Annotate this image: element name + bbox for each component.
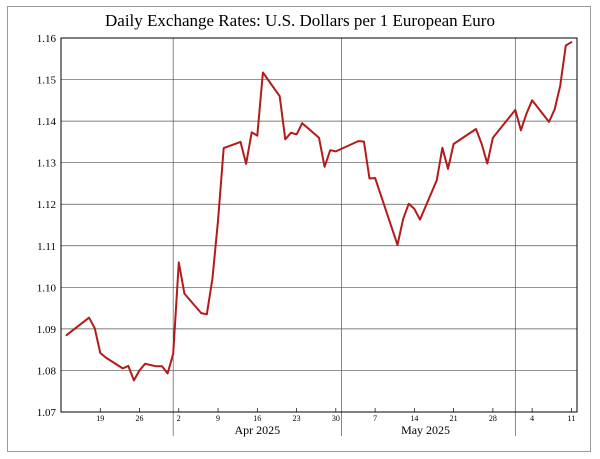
month-label: May 2025 xyxy=(401,423,450,437)
x-tick-label: 7 xyxy=(373,414,377,423)
x-tick-label: 16 xyxy=(253,414,261,423)
series-group xyxy=(65,41,573,382)
x-tick-label: 28 xyxy=(489,414,497,423)
chart-title: Daily Exchange Rates: U.S. Dollars per 1… xyxy=(105,11,495,30)
x-tick-label: 14 xyxy=(410,414,418,423)
month-labels: Apr 2025 May 2025 xyxy=(234,423,450,437)
x-tick-label: 23 xyxy=(293,414,301,423)
grid-lines xyxy=(61,38,577,436)
series-line xyxy=(65,41,573,382)
y-tick-label: 1.09 xyxy=(37,324,57,336)
plot-area-border xyxy=(60,37,578,413)
x-axis-ticks: 19 26 2 9 16 23 30 7 14 21 28 4 11 xyxy=(96,408,575,423)
x-tick-label: 19 xyxy=(96,414,104,423)
y-tick-label: 1.16 xyxy=(37,33,57,45)
y-tick-label: 1.10 xyxy=(37,282,57,294)
chart-frame xyxy=(7,6,591,452)
x-tick-label: 26 xyxy=(136,414,144,423)
y-tick-label: 1.07 xyxy=(37,407,57,419)
month-label: Apr 2025 xyxy=(234,423,280,437)
x-tick-label: 4 xyxy=(530,414,534,423)
y-tick-label: 1.12 xyxy=(37,199,56,211)
x-tick-label: 9 xyxy=(216,414,220,423)
x-tick-label: 11 xyxy=(568,414,576,423)
x-tick-label: 21 xyxy=(450,414,458,423)
y-tick-label: 1.11 xyxy=(37,241,56,253)
y-tick-label: 1.14 xyxy=(37,116,57,128)
y-axis-ticks: 1.07 1.08 1.09 1.10 1.11 1.12 1.13 1.14 1.15 1.16 xyxy=(37,33,57,419)
y-tick-label: 1.13 xyxy=(37,158,57,170)
y-tick-label: 1.15 xyxy=(37,75,57,87)
y-tick-label: 1.08 xyxy=(37,365,57,377)
x-tick-label: 2 xyxy=(177,414,181,423)
x-tick-label: 30 xyxy=(332,414,340,423)
